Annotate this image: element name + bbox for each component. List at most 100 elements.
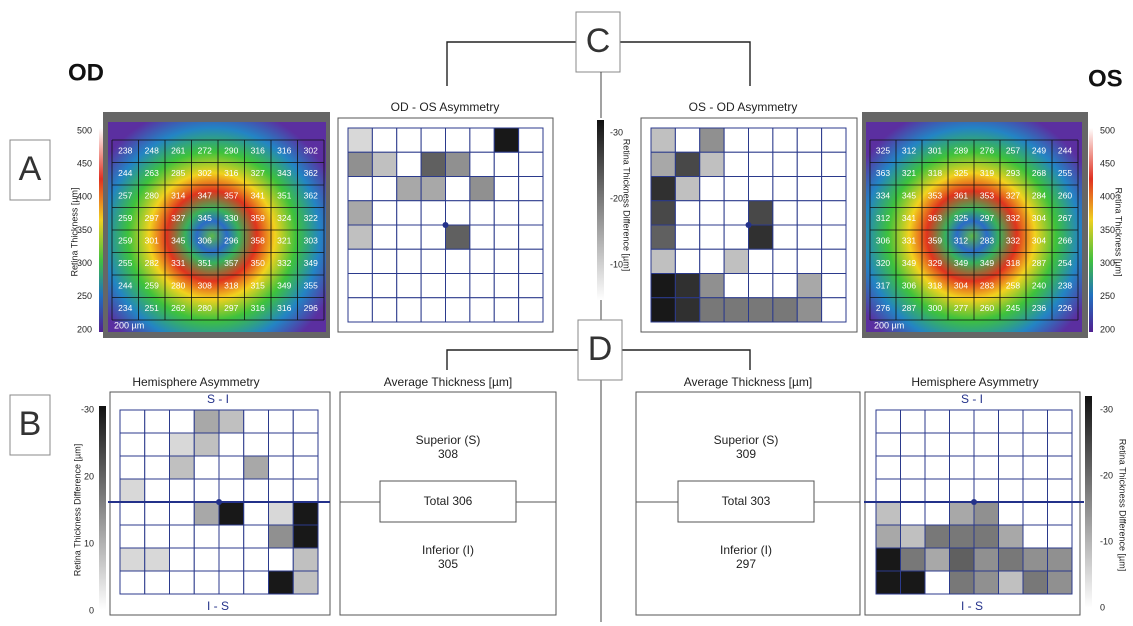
asymmetry-cell — [170, 525, 195, 548]
thickness-value: 251 — [145, 303, 159, 313]
thickness-value: 359 — [928, 236, 942, 246]
asymmetry-cell — [519, 274, 543, 298]
asymmetry-cell — [797, 128, 821, 152]
asymmetry-cell — [120, 433, 145, 456]
asymmetry-cell — [269, 502, 294, 525]
superior-label: Superior (S) — [416, 433, 481, 447]
asymmetry-cell — [470, 201, 494, 225]
asymmetry-cell — [675, 298, 699, 322]
asymmetry-cell — [700, 152, 724, 176]
tick-label: 500 — [1100, 125, 1115, 135]
thickness-value: 297 — [224, 303, 238, 313]
panel-title: OS - OD Asymmetry — [689, 100, 798, 114]
asymmetry-cell — [494, 225, 518, 249]
asymmetry-cell — [494, 152, 518, 176]
thickness-value: 358 — [251, 236, 265, 246]
thickness-value: 283 — [980, 281, 994, 291]
asymmetry-cell — [397, 201, 421, 225]
asymmetry-cell — [974, 548, 999, 571]
asymmetry-cell — [724, 249, 748, 273]
asymmetry-cell — [219, 502, 244, 525]
asymmetry-cell — [822, 152, 846, 176]
asymmetry-cell — [797, 225, 821, 249]
thickness-value: 244 — [1058, 146, 1072, 156]
asymmetry-cell — [974, 525, 999, 548]
asymmetry-cell — [269, 525, 294, 548]
asymmetry-cell — [1048, 456, 1073, 479]
thickness-value: 331 — [171, 258, 185, 268]
thickness-value: 283 — [980, 236, 994, 246]
asymmetry-cell — [219, 571, 244, 594]
thickness-value: 301 — [928, 146, 942, 156]
asymmetry-cell — [773, 201, 797, 225]
asymmetry-cell — [244, 479, 269, 502]
asymmetry-cell — [145, 502, 170, 525]
thickness-value: 349 — [980, 258, 994, 268]
asymmetry-cell — [397, 177, 421, 201]
asymmetry-cell — [1023, 479, 1048, 502]
thickness-value: 316 — [251, 303, 265, 313]
thickness-value: 238 — [118, 146, 132, 156]
thickness-value: 329 — [928, 258, 942, 268]
asymmetry-cell — [925, 525, 950, 548]
thickness-value: 267 — [1058, 213, 1072, 223]
thickness-value: 245 — [1006, 303, 1020, 313]
asymmetry-cell — [519, 152, 543, 176]
thickness-value: 325 — [876, 146, 890, 156]
thickness-value: 268 — [1032, 168, 1046, 178]
tick-label: 450 — [1100, 159, 1115, 169]
thickness-value: 316 — [277, 303, 291, 313]
asymmetry-cell — [749, 225, 773, 249]
asymmetry-cell — [170, 571, 195, 594]
asymmetry-cell — [421, 152, 445, 176]
asymmetry-cell — [876, 502, 901, 525]
asymmetry-cell — [170, 456, 195, 479]
asymmetry-cell — [269, 456, 294, 479]
thickness-value: 276 — [980, 146, 994, 156]
asymmetry-cell — [999, 525, 1024, 548]
asymmetry-cell — [700, 249, 724, 273]
thickness-value: 260 — [1058, 191, 1072, 201]
inferior-label: Inferior (I) — [720, 543, 772, 557]
asymmetry-cell — [269, 410, 294, 433]
axis-label: Retina Thickness Difference [µm] — [622, 139, 632, 271]
asymmetry-cell — [421, 274, 445, 298]
panel-title: OD - OS Asymmetry — [391, 100, 500, 114]
asymmetry-cell — [901, 502, 926, 525]
thickness-value: 312 — [876, 213, 890, 223]
thickness-value: 330 — [224, 213, 238, 223]
tick-label: 20 — [84, 471, 94, 481]
asymmetry-cell — [293, 525, 318, 548]
asymmetry-cell — [170, 502, 195, 525]
asymmetry-cell — [293, 479, 318, 502]
asymmetry-cell — [519, 249, 543, 273]
tick-label: 450 — [77, 159, 92, 169]
tick-label: -20 — [610, 193, 623, 203]
asymmetry-cell — [397, 298, 421, 322]
asymmetry-cell — [397, 128, 421, 152]
thickness-value: 332 — [1006, 213, 1020, 223]
asymmetry-cell — [651, 201, 675, 225]
thickness-value: 325 — [954, 168, 968, 178]
asymmetry-cell — [170, 433, 195, 456]
thickness-value: 327 — [171, 213, 185, 223]
thickness-value: 321 — [902, 168, 916, 178]
thickness-value: 316 — [277, 146, 291, 156]
asymmetry-cell — [120, 410, 145, 433]
superior-value: 308 — [438, 447, 458, 461]
thickness-value: 240 — [1032, 281, 1046, 291]
thickness-value: 259 — [118, 236, 132, 246]
tick-label: 300 — [77, 258, 92, 268]
asymmetry-cell — [675, 249, 699, 273]
panel-title: Average Thickness [µm] — [384, 375, 513, 389]
thickness-value: 362 — [304, 168, 318, 178]
asymmetry-cell — [822, 201, 846, 225]
thickness-value: 308 — [198, 281, 212, 291]
asymmetry-cell — [925, 548, 950, 571]
asymmetry-cell — [269, 571, 294, 594]
asymmetry-cell — [1023, 548, 1048, 571]
thickness-value: 321 — [277, 236, 291, 246]
asymmetry-cell — [822, 274, 846, 298]
asymmetry-cell — [348, 201, 372, 225]
panel-letter: D — [588, 330, 613, 368]
